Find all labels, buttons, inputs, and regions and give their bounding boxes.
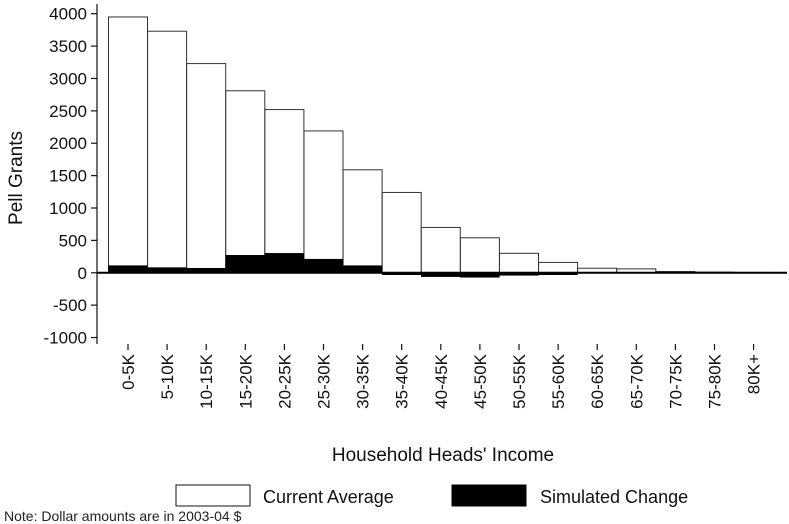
x-tick-label: 35-40K	[393, 353, 412, 408]
y-tick-label: 1000	[49, 199, 87, 218]
bar-current-10-15K	[187, 64, 226, 273]
bar-current-5-10K	[148, 31, 187, 273]
x-tick-label: 55-60K	[549, 353, 568, 408]
current-average-bars	[109, 17, 774, 273]
y-tick-label: 2500	[49, 102, 87, 121]
x-tick-label: 80K+	[745, 354, 764, 394]
bar-current-0-5K	[109, 17, 148, 273]
x-axis-title: Household Heads' Income	[332, 445, 554, 466]
x-tick-label: 30-35K	[354, 353, 373, 408]
x-tick-label: 25-30K	[315, 353, 334, 408]
x-tick-label: 75-80K	[706, 353, 725, 408]
y-tick-label: -1000	[44, 329, 87, 348]
x-axis: 0-5K 5-10K 10-15K 15-20K 20-25K 25-30K 30-35K 3…	[119, 344, 764, 409]
y-tick-label: 3000	[49, 69, 87, 88]
legend-label-current: Current Average	[263, 487, 394, 507]
x-tick-label: 5-10K	[158, 353, 177, 399]
x-tick-label: 65-70K	[627, 353, 646, 408]
bar-change-25-30K	[304, 259, 343, 273]
bar-change-30-35K	[343, 266, 382, 273]
bar-current-55-60K	[539, 262, 578, 272]
bar-current-35-40K	[382, 192, 421, 272]
bar-current-25-30K	[304, 131, 343, 273]
bar-current-20-25K	[265, 110, 304, 273]
y-tick-label: 2000	[49, 134, 87, 153]
y-axis: -1000 -500 0 500 1000 1500 2000 2500 3000 3500 400…	[44, 4, 97, 348]
legend: Current Average Simulated Change	[176, 485, 688, 507]
bar-current-15-20K	[226, 91, 265, 273]
x-tick-label: 15-20K	[236, 353, 255, 408]
x-tick-label: 20-25K	[275, 353, 294, 408]
legend-swatch-current	[176, 485, 250, 506]
y-axis-title: Pell Grants	[6, 131, 27, 225]
x-tick-label: 0-5K	[119, 353, 138, 390]
y-tick-label: 500	[59, 231, 87, 250]
legend-label-change: Simulated Change	[540, 487, 688, 507]
bar-current-30-35K	[343, 170, 382, 273]
y-tick-label: -500	[53, 296, 87, 315]
legend-swatch-change	[452, 485, 526, 506]
y-tick-label: 0	[78, 264, 87, 283]
x-tick-label: 50-55K	[510, 353, 529, 408]
x-tick-label: 60-65K	[588, 353, 607, 408]
x-tick-label: 45-50K	[471, 353, 490, 408]
y-tick-label: 4000	[49, 5, 87, 24]
y-tick-label: 3500	[49, 37, 87, 56]
bar-change-15-20K	[226, 255, 265, 272]
bar-current-45-50K	[460, 238, 499, 273]
footnote: Note: Dollar amounts are in 2003-04 $	[4, 508, 241, 524]
bar-current-40-45K	[421, 227, 460, 272]
bar-current-50-55K	[500, 253, 539, 272]
y-tick-label: 1500	[49, 167, 87, 186]
x-tick-label: 70-75K	[666, 353, 685, 408]
x-tick-label: 40-45K	[432, 353, 451, 408]
bar-change-20-25K	[265, 253, 304, 272]
bar-change-0-5K	[109, 266, 148, 273]
x-tick-label: 10-15K	[197, 353, 216, 408]
